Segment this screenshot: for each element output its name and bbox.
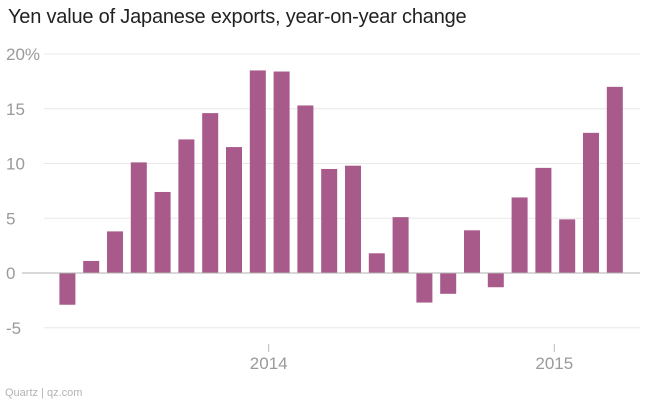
bar — [297, 105, 314, 273]
bar — [487, 273, 504, 288]
y-tick-label: -5 — [6, 319, 21, 338]
bars — [59, 70, 623, 305]
axes — [22, 272, 640, 352]
y-tick-label: 5 — [6, 209, 15, 228]
x-tick-label: 2014 — [250, 354, 288, 373]
y-tick-label: 10 — [6, 155, 25, 174]
bar — [464, 230, 480, 273]
bar — [249, 70, 266, 273]
bar — [606, 86, 623, 273]
bar — [511, 197, 528, 273]
y-tick-label: 20% — [6, 45, 40, 64]
tick-labels: 20% 15 10 5 0 -5 2014 2015 — [6, 45, 573, 373]
bar — [83, 260, 100, 273]
bar — [154, 191, 171, 273]
y-tick-label: 15 — [6, 100, 25, 119]
y-tick-label: 0 — [6, 264, 15, 283]
bar — [107, 231, 123, 273]
bar — [226, 147, 242, 273]
bar — [559, 219, 576, 273]
bar — [202, 113, 219, 273]
chart-title: Yen value of Japanese exports, year-on-y… — [8, 6, 467, 28]
bar — [416, 273, 433, 303]
bar — [440, 273, 457, 294]
bar — [273, 71, 290, 274]
bar — [178, 139, 195, 273]
bar — [583, 132, 599, 273]
bar — [321, 168, 338, 273]
bar — [59, 273, 76, 305]
bar — [130, 162, 147, 273]
bar — [392, 217, 409, 273]
source-credit: Quartz | qz.com — [5, 387, 83, 399]
bar — [535, 167, 552, 273]
bar — [368, 253, 385, 273]
bar — [345, 165, 361, 273]
x-tick-label: 2015 — [535, 354, 573, 373]
